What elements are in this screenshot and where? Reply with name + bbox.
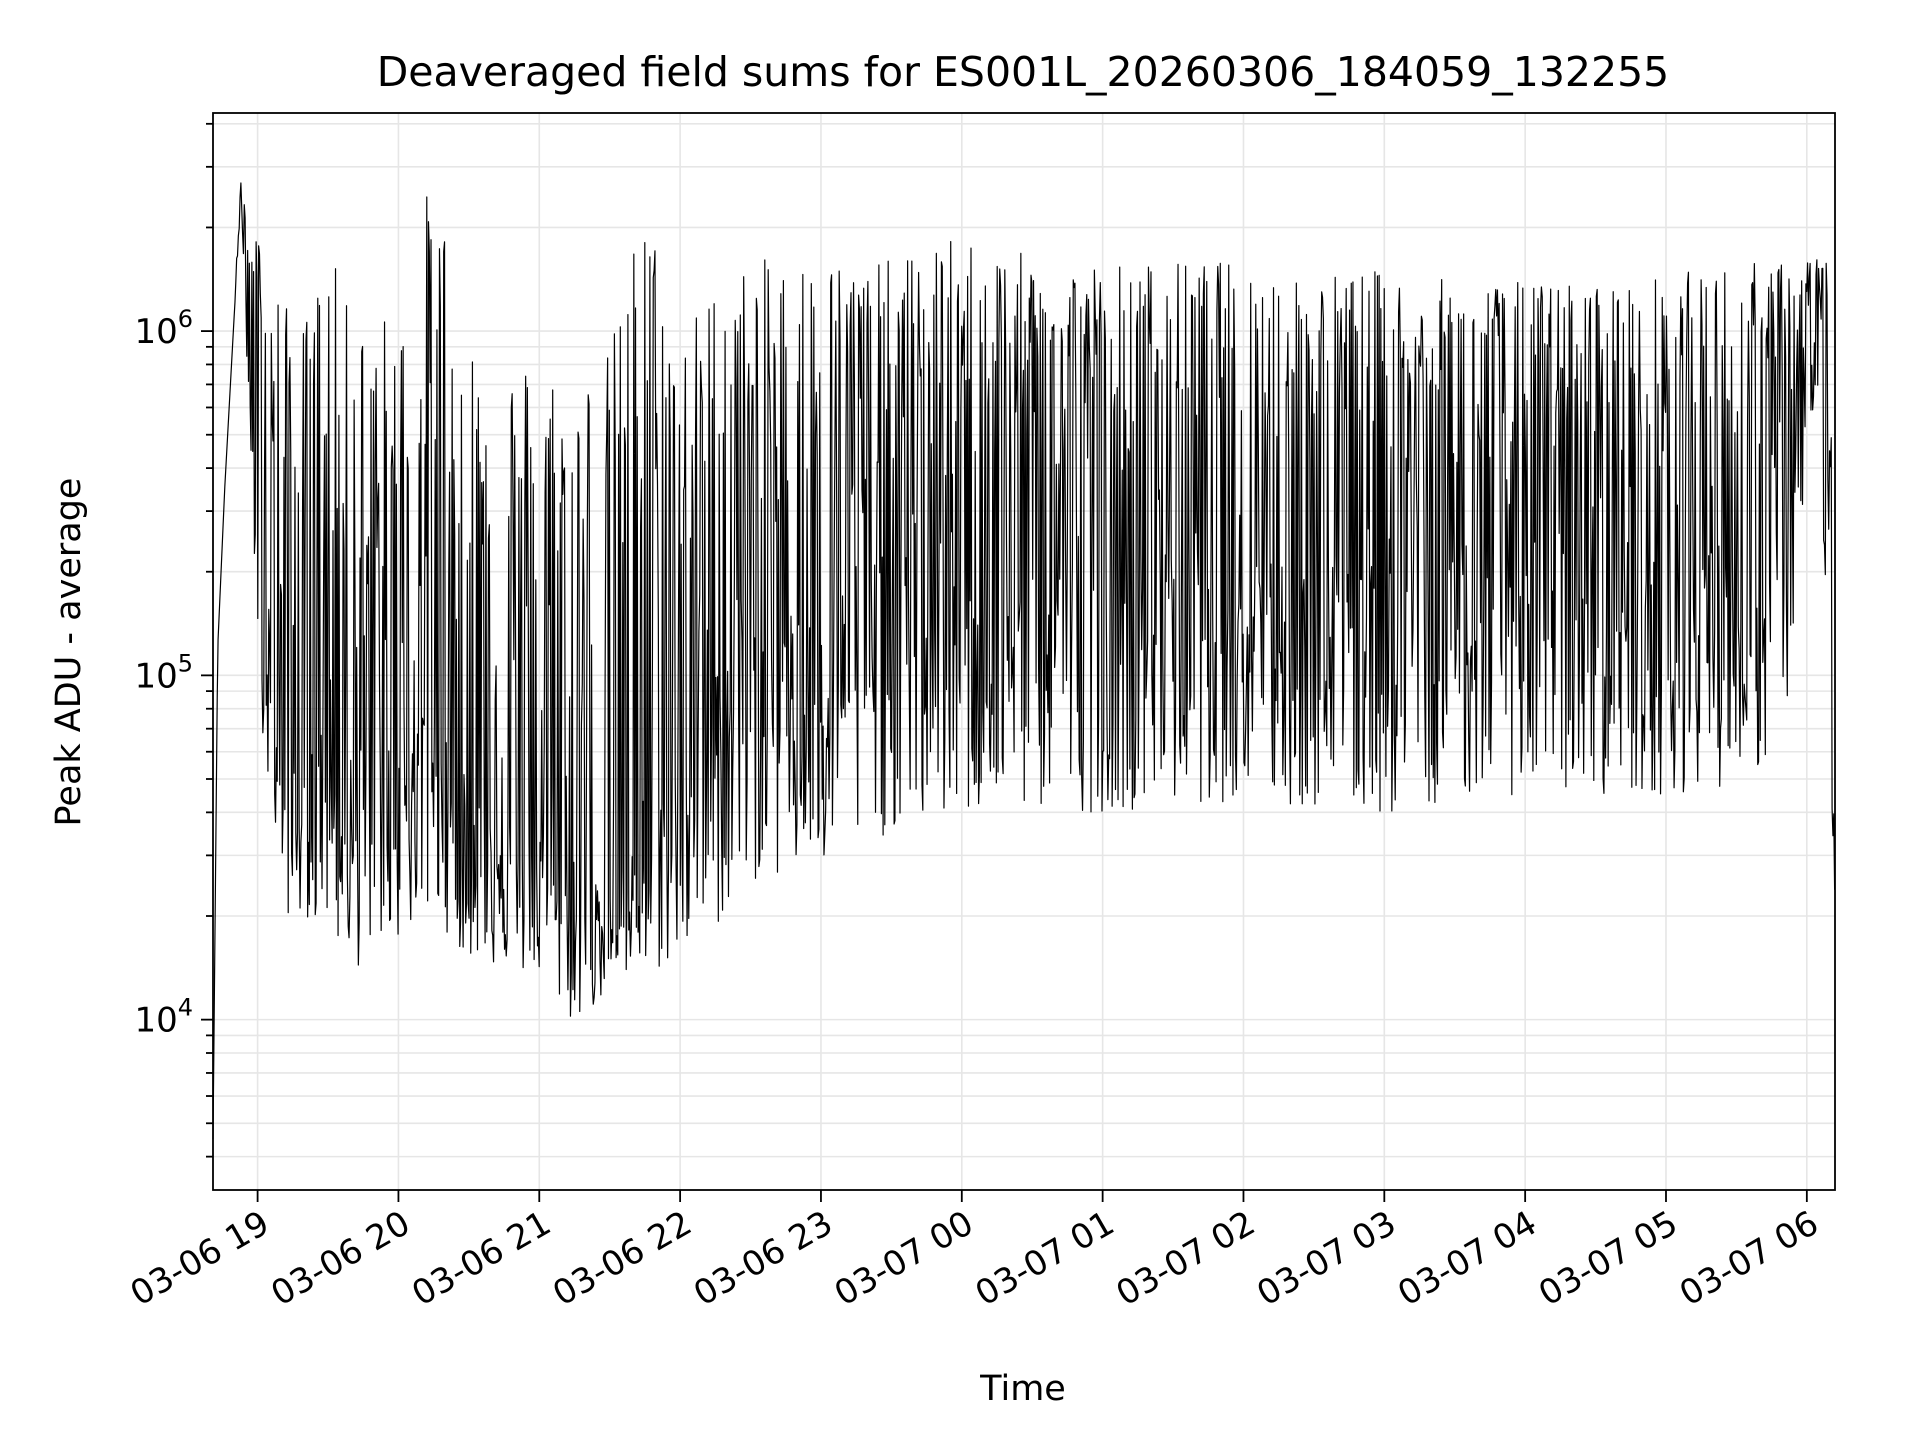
series-line-0: [212, 182, 1836, 1140]
y-tick-label: 106: [134, 305, 193, 352]
y-tick-label: 105: [134, 649, 193, 696]
plot-frame: [212, 112, 1836, 1191]
series-layer: [212, 182, 1836, 1140]
y-axis-label: Peak ADU - average: [49, 478, 89, 827]
chart-title: Deaveraged field sums for ES001L_2026030…: [377, 48, 1670, 96]
x-axis-label: Time: [979, 1369, 1066, 1409]
y-tick-label: 104: [134, 994, 193, 1041]
y-axis-ticks: 104 105 106: [134, 122, 213, 1158]
